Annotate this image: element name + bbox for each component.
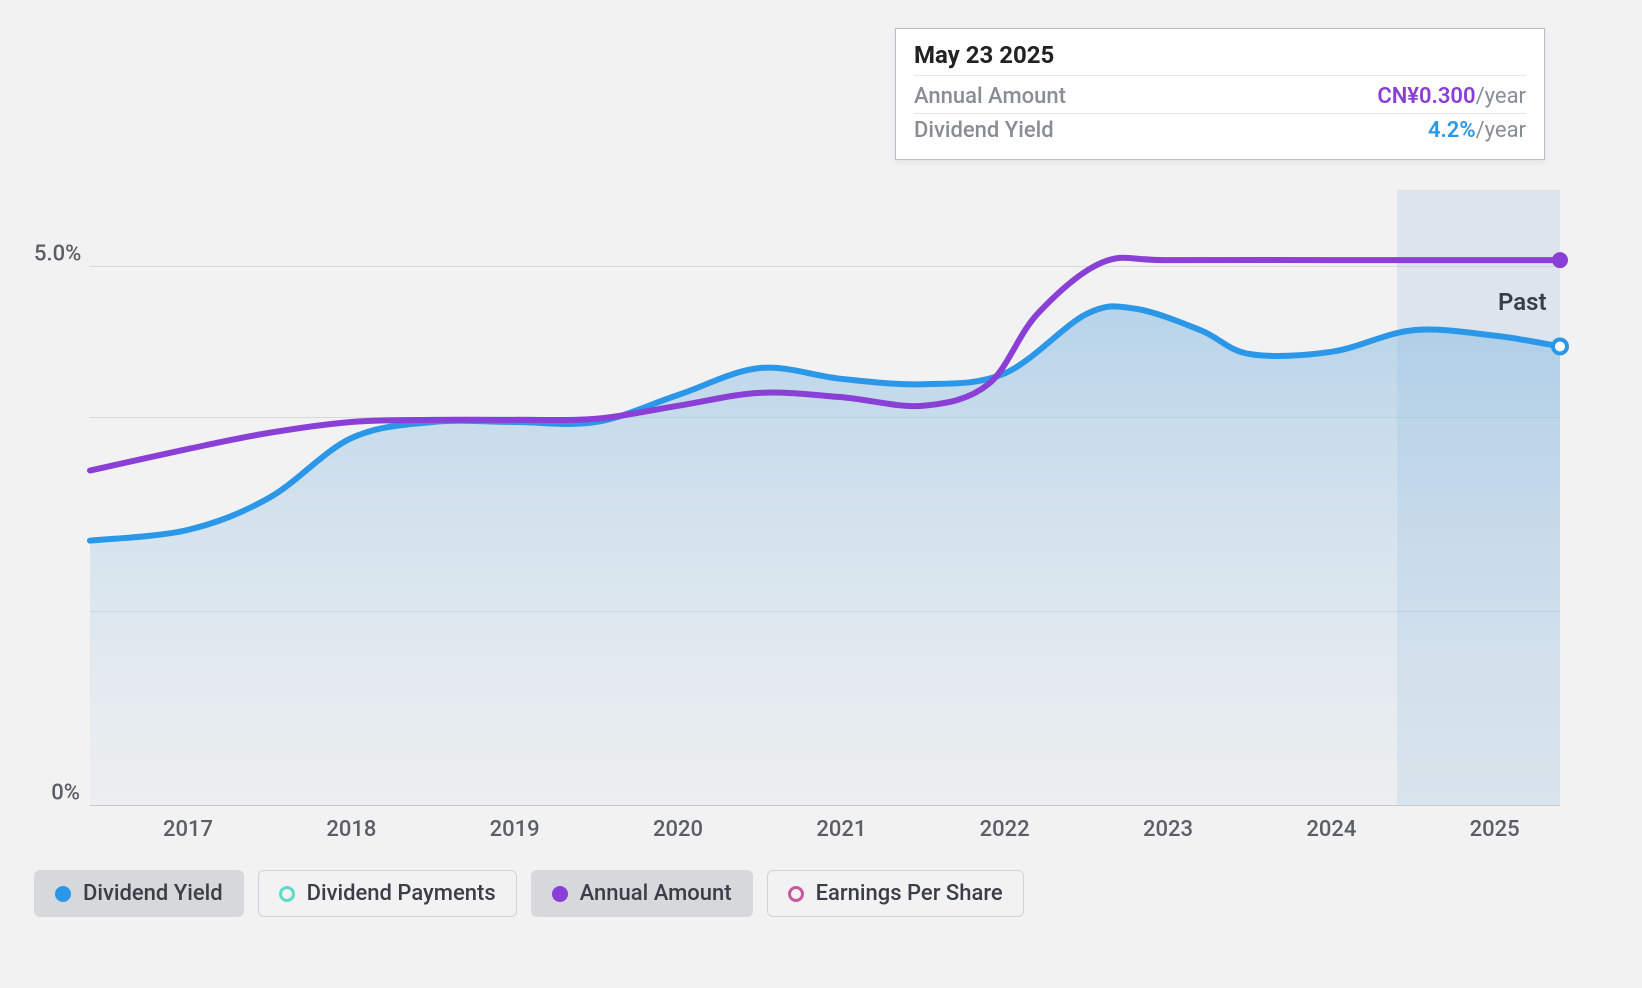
tooltip-label: Annual Amount <box>914 84 1066 109</box>
annual-amount-end-marker <box>1553 253 1567 267</box>
legend-item-annual-amount[interactable]: Annual Amount <box>531 870 753 917</box>
dividend-chart: 0% 5.0% Past 201720182019202020212022202… <box>0 0 1642 988</box>
legend-item-dividend-yield[interactable]: Dividend Yield <box>34 870 244 917</box>
tooltip-row-annual-amount: Annual Amount CN¥0.300/year <box>914 80 1526 114</box>
legend-marker-icon <box>279 886 295 902</box>
legend-label: Dividend Yield <box>83 881 223 906</box>
x-tick-label: 2018 <box>326 817 376 842</box>
legend-label: Dividend Payments <box>307 881 496 906</box>
tooltip-value: CN¥0.300/year <box>1377 84 1526 109</box>
legend-label: Annual Amount <box>580 881 732 906</box>
hover-tooltip: May 23 2025 Annual Amount CN¥0.300/year … <box>895 28 1545 160</box>
chart-legend: Dividend Yield Dividend Payments Annual Am… <box>34 870 1024 917</box>
x-tick-label: 2022 <box>980 817 1030 842</box>
x-tick-label: 2017 <box>163 817 213 842</box>
x-tick-label: 2024 <box>1306 817 1356 842</box>
legend-item-earnings-per-share[interactable]: Earnings Per Share <box>767 870 1024 917</box>
tooltip-title: May 23 2025 <box>914 41 1526 76</box>
tooltip-label: Dividend Yield <box>914 118 1054 143</box>
legend-item-dividend-payments[interactable]: Dividend Payments <box>258 870 517 917</box>
legend-marker-icon <box>788 886 804 902</box>
legend-marker-icon <box>55 886 71 902</box>
legend-label: Earnings Per Share <box>816 881 1003 906</box>
x-tick-label: 2019 <box>490 817 540 842</box>
x-tick-label: 2023 <box>1143 817 1193 842</box>
x-tick-label: 2021 <box>816 817 866 842</box>
dividend-yield-end-marker <box>1553 339 1567 353</box>
tooltip-value: 4.2%/year <box>1428 118 1526 143</box>
x-tick-label: 2020 <box>653 817 703 842</box>
dividend-yield-area <box>90 306 1560 805</box>
x-tick-label: 2025 <box>1470 817 1520 842</box>
legend-marker-icon <box>552 886 568 902</box>
tooltip-row-dividend-yield: Dividend Yield 4.2%/year <box>914 114 1526 147</box>
